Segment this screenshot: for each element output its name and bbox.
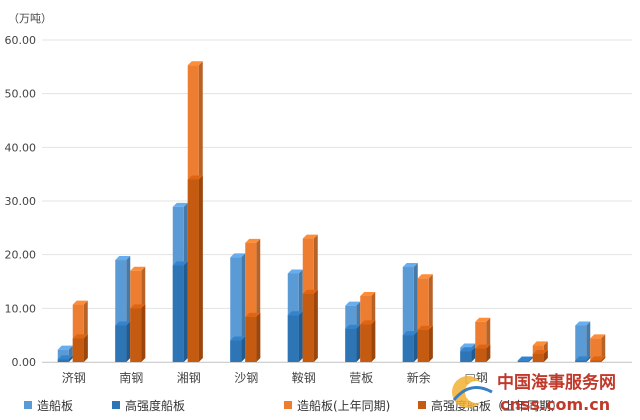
x-category-label: 南钢: [119, 370, 143, 385]
y-tick-label: 20.00: [5, 249, 37, 262]
y-tick-label: 60.00: [5, 34, 37, 47]
bar-previous-total: [590, 334, 606, 362]
legend-item: 造船板: [24, 399, 73, 413]
bar-previous-part: [360, 320, 376, 362]
legend-label: 造船板(上年同期): [297, 399, 390, 413]
legend-swatch: [284, 401, 292, 409]
x-category-label: 鞍钢: [292, 370, 316, 385]
bar-previous-part: [590, 356, 606, 362]
bar-series: [57, 61, 606, 363]
x-category-label: 沙钢: [234, 371, 258, 385]
bar-previous-part: [302, 289, 318, 362]
bar-current-part: [230, 336, 246, 362]
legend-swatch: [418, 401, 426, 409]
bar-previous-part: [130, 304, 146, 362]
x-category-label: 济钢: [62, 370, 86, 385]
watermark-text-url: cnss.com.cn: [500, 395, 610, 414]
bar-current-total: [575, 321, 591, 362]
bar-previous-part: [72, 334, 88, 362]
bar-previous-part: [187, 175, 203, 362]
x-category-label: 新余: [407, 370, 431, 385]
x-category-label: 营板: [349, 371, 373, 385]
y-tick-label: 50.00: [5, 88, 37, 101]
legend-item: 造船板(上年同期): [284, 399, 390, 413]
y-axis-ticks: 0.00 10.00 20.00 30.00 40.00 50.00 60.00: [5, 34, 37, 369]
legend-swatch: [24, 401, 32, 409]
bar-previous-part: [245, 312, 261, 362]
bar-current-part: [57, 355, 73, 362]
y-tick-label: 0.00: [12, 356, 37, 369]
y-tick-label: 10.00: [5, 302, 37, 315]
y-tick-label: 30.00: [5, 195, 37, 208]
legend-swatch: [112, 401, 120, 409]
x-axis-categories: 济钢 南钢 湘钢 沙钢 鞍钢 营板 新余 □钢: [62, 370, 488, 385]
bar-previous-part: [417, 325, 433, 362]
bar-current-part: [517, 356, 533, 362]
bar-current-part: [345, 324, 361, 362]
y-axis-unit-label: （万吨）: [8, 12, 52, 25]
watermark-text-cn: 中国海事服务网: [497, 372, 616, 393]
bar-current-part: [115, 321, 131, 362]
bar-previous-part: [532, 349, 548, 362]
legend-label: 造船板: [37, 399, 73, 413]
x-category-label: 湘钢: [177, 370, 201, 385]
watermark-logo-icon: [452, 376, 493, 408]
bar-previous-part: [475, 344, 491, 362]
watermark: 中国海事服务网 cnss.com.cn: [452, 372, 616, 414]
legend-item: 高强度船板: [112, 398, 185, 413]
bar-current-part: [172, 261, 188, 362]
y-tick-label: 40.00: [5, 141, 37, 154]
legend-label: 高强度船板: [125, 398, 185, 413]
bar-current-part: [287, 311, 303, 362]
bar-current-part: [575, 356, 591, 362]
bar-current-total: [230, 253, 246, 362]
bar-current-part: [460, 347, 476, 362]
bar-current-part: [402, 331, 418, 362]
